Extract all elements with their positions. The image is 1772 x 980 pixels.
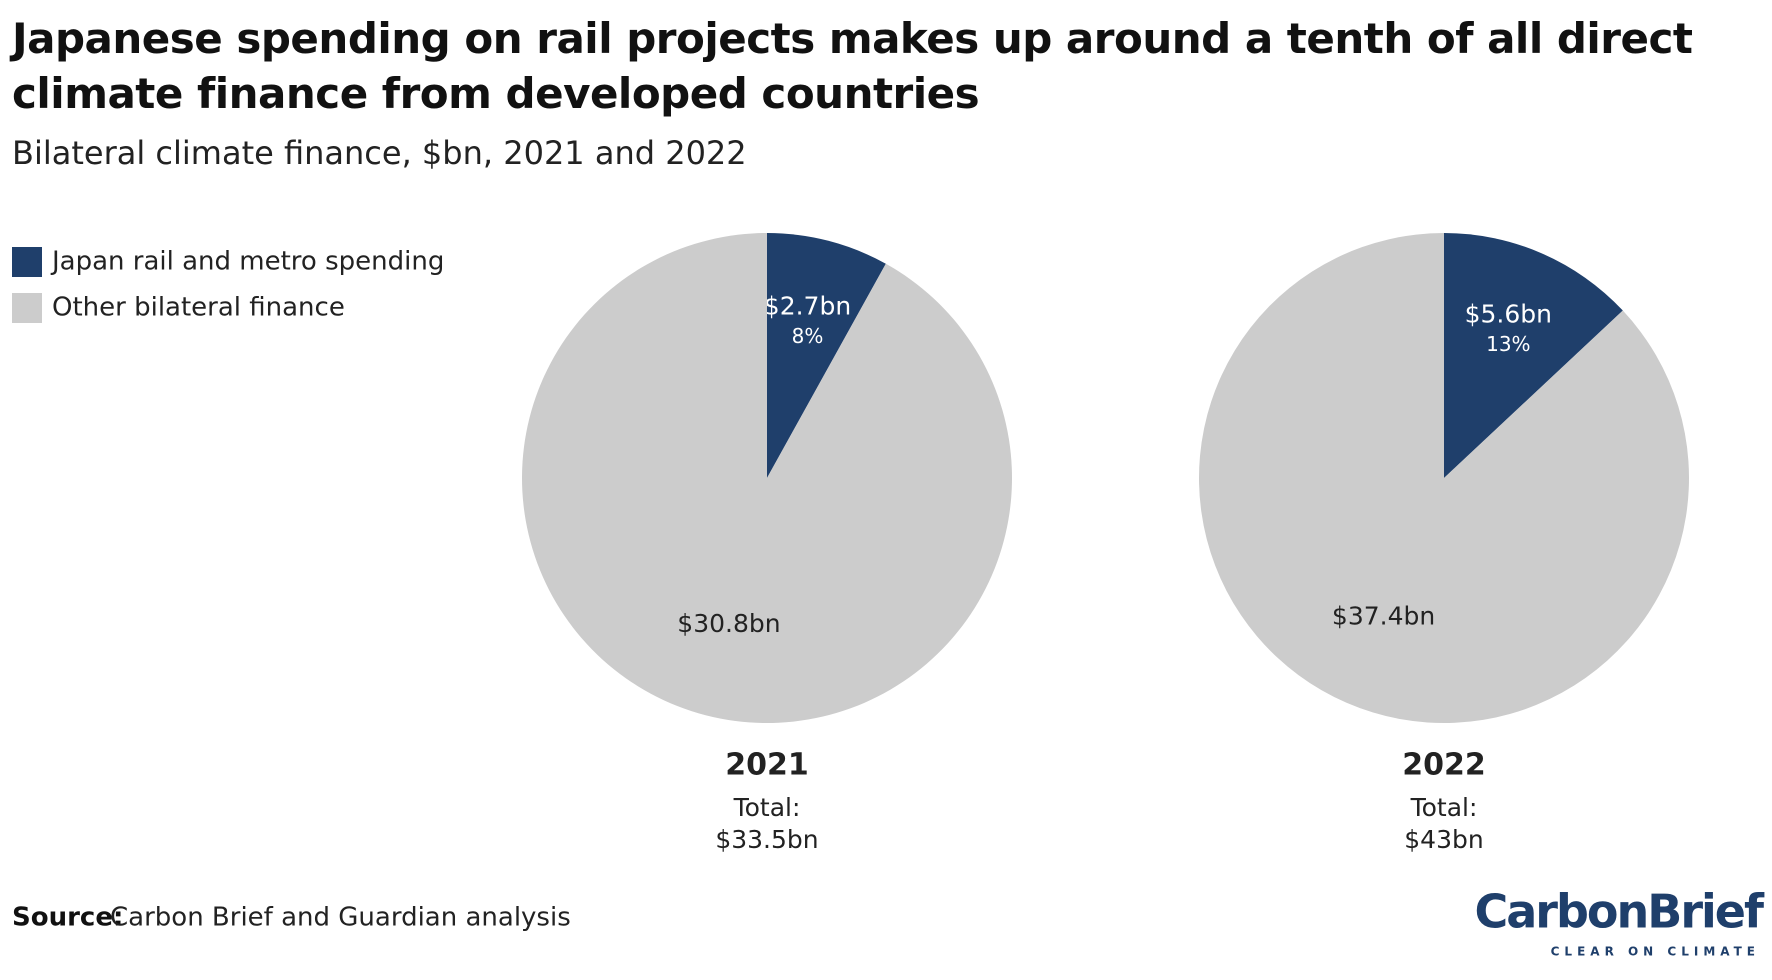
subtitle: Bilateral climate finance, $bn, 2021 and… bbox=[12, 134, 747, 172]
value-label: $2.7bn bbox=[764, 291, 851, 320]
pie-title: 2021 bbox=[725, 748, 809, 783]
value-label: $30.8bn bbox=[677, 609, 780, 638]
value-label: $5.6bn bbox=[1465, 300, 1552, 329]
title: Japanese spending on rail projects makes… bbox=[12, 14, 1693, 118]
pie-slice bbox=[521, 233, 1012, 723]
share-label: 8% bbox=[792, 324, 824, 348]
legend-swatch bbox=[12, 293, 42, 323]
share-label: 13% bbox=[1486, 332, 1530, 356]
pie-slice bbox=[1198, 233, 1689, 724]
logo: CarbonBrief bbox=[1475, 885, 1765, 939]
total-value: $43bn bbox=[1404, 825, 1483, 854]
source: Carbon Brief and Guardian analysis bbox=[110, 903, 571, 933]
pie-slice bbox=[1444, 233, 1623, 478]
total-value: $33.5bn bbox=[715, 825, 818, 854]
legend-label: Japan rail and metro spending bbox=[50, 247, 444, 277]
total-label: Total: bbox=[1410, 793, 1478, 822]
total-label: Total: bbox=[733, 793, 801, 822]
pie-slice bbox=[767, 233, 886, 478]
legend-swatch bbox=[12, 247, 42, 277]
logo-tagline: CLEAR ON CLIMATE bbox=[1551, 945, 1760, 959]
legend-label: Other bilateral finance bbox=[52, 293, 345, 323]
source-label: Source: bbox=[12, 903, 123, 933]
pie-title: 2022 bbox=[1402, 748, 1486, 783]
value-label: $37.4bn bbox=[1332, 601, 1435, 630]
